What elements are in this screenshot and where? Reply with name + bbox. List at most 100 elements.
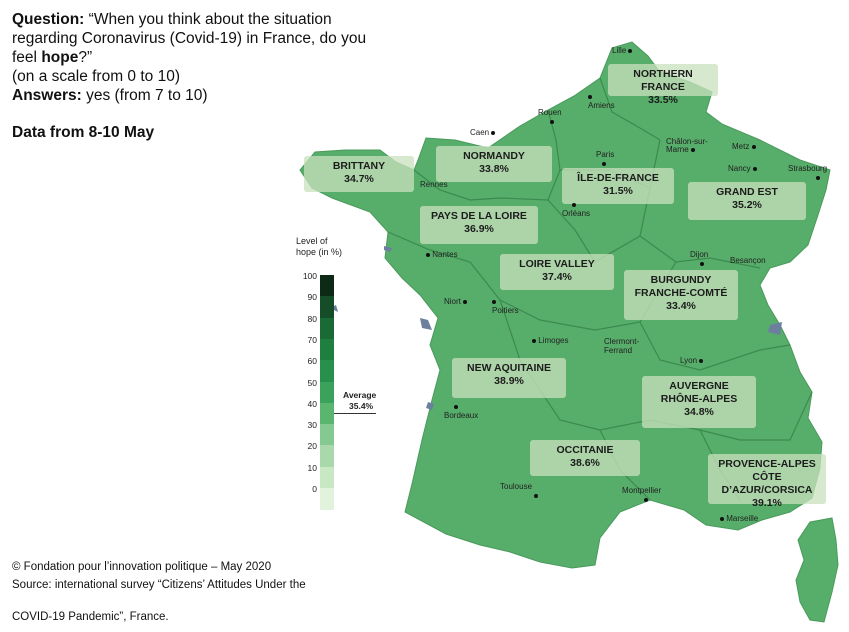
region-new-aquitaine: NEW AQUITAINE 38.9% xyxy=(452,358,566,398)
region-pays-de-la-loire: PAYS DE LA LOIRE 36.9% xyxy=(420,206,538,244)
region-name: NORTHERN FRANCE xyxy=(633,68,693,93)
legend-swatch xyxy=(320,466,334,489)
scale-note: (on a scale from 0 to 10) xyxy=(12,68,180,85)
legend-swatch xyxy=(320,296,334,319)
city-limoges: Limoges xyxy=(532,336,568,345)
legend-tick-label: 0 xyxy=(312,484,317,494)
legend-swatch xyxy=(320,275,334,297)
source-line-cont: COVID-19 Pandemic”, France. xyxy=(12,611,169,623)
legend-tick-label: 100 xyxy=(302,271,317,281)
region-value: 37.4% xyxy=(542,271,572,283)
region-name: BRITTANY xyxy=(332,160,386,172)
region-value: 31.5% xyxy=(603,185,633,197)
legend-tick-label: 10 xyxy=(307,462,317,473)
legend-swatch xyxy=(320,381,334,404)
region-loire-valley: LOIRE VALLEY 37.4% xyxy=(500,254,614,290)
city-lille: Lille xyxy=(612,46,633,55)
region-provence-alpes-cote-dazur-corsica: PROVENCE-ALPES CÔTE D’AZUR/CORSICA 39.1% xyxy=(708,454,826,509)
answers-label: Answers: xyxy=(12,87,82,104)
legend-swatch xyxy=(320,317,334,340)
city-caen: Caen xyxy=(470,128,496,137)
survey-question: Question: “When you think about the situ… xyxy=(12,10,392,105)
question-text-start: “When you think about the situation rega… xyxy=(12,11,367,66)
data-range: Data from 8-10 May xyxy=(12,124,155,141)
legend-average-line xyxy=(334,413,376,414)
legend-swatch xyxy=(320,445,334,468)
region-name-line1: BURGUNDY xyxy=(650,274,712,286)
region-name-line2: FRANCHE-COMTÉ xyxy=(634,287,728,299)
region-auvergne-rhone-alpes: AUVERGNE RHÔNE-ALPES 34.8% xyxy=(642,376,756,428)
city-orleans: Orléans xyxy=(562,200,590,218)
region-name-line1: PROVENCE-ALPES xyxy=(718,458,816,470)
region-northern-france: NORTHERN FRANCE 33.5% xyxy=(608,64,718,106)
region-value: 36.9% xyxy=(464,223,494,235)
question-hope-word: hope xyxy=(41,49,79,66)
region-name: NEW AQUITAINE xyxy=(467,362,551,374)
region-occitanie: OCCITANIE 38.6% xyxy=(530,440,640,476)
region-brittany: BRITTANY 34.7% xyxy=(304,156,414,192)
legend-swatch xyxy=(320,360,334,383)
city-lyon: Lyon xyxy=(680,356,704,365)
city-niort: Niort xyxy=(444,297,468,306)
city-dijon: Dijon xyxy=(690,250,708,268)
legend-title: Level of hope (in %) xyxy=(296,236,342,258)
legend-tick-label: 70 xyxy=(307,334,317,345)
city-metz: Metz xyxy=(732,142,756,151)
city-amiens: Amiens xyxy=(588,92,615,110)
city-rouen: Rouen xyxy=(538,108,562,126)
region-value: 33.5% xyxy=(648,94,678,106)
coastal-water-detail xyxy=(330,246,782,410)
city-clermont-ferrand: Clermont-Ferrand xyxy=(604,337,640,355)
footer: © Fondation pour l’innovation politique … xyxy=(12,558,306,626)
region-name: ÎLE-DE-FRANCE xyxy=(577,172,659,184)
city-bordeaux: Bordeaux xyxy=(444,402,478,420)
region-value: 38.9% xyxy=(494,375,524,387)
city-paris: Paris xyxy=(596,150,614,168)
city-marseille: Marseille xyxy=(720,514,758,523)
city-strasbourg: Strasbourg xyxy=(788,164,827,182)
region-name: LOIRE VALLEY xyxy=(519,258,595,270)
legend-title-line1: Level of xyxy=(296,236,328,246)
region-name-line2: CÔTE D’AZUR/CORSICA xyxy=(721,471,813,496)
legend-average-value: 35.4% xyxy=(349,401,374,411)
corsica-shape xyxy=(795,517,839,623)
city-poitiers: Poitiers xyxy=(492,297,519,315)
city-besancon: Besançon xyxy=(730,256,766,265)
legend-title-line2: hope (in %) xyxy=(296,247,343,257)
region-name-line2: RHÔNE-ALPES xyxy=(660,393,738,405)
region-value: 38.6% xyxy=(570,457,600,469)
question-text-end: ?” xyxy=(78,49,93,66)
legend-tick-label: 20 xyxy=(307,441,317,452)
region-burgundy-franche-comte: BURGUNDY FRANCHE-COMTÉ 33.4% xyxy=(624,270,738,320)
legend-tick-label: 40 xyxy=(307,398,317,409)
legend-tick-label: 60 xyxy=(307,356,317,367)
region-name-line1: AUVERGNE xyxy=(669,380,729,392)
region-value: 33.4% xyxy=(666,300,696,312)
legend-tick-label: 30 xyxy=(307,420,317,431)
city-toulouse: Toulouse xyxy=(500,482,538,500)
legend-swatch xyxy=(320,424,334,447)
region-value: 34.7% xyxy=(344,173,374,185)
legend-swatch xyxy=(320,402,334,425)
city-montpellier: Montpellier xyxy=(622,486,661,504)
legend-swatch xyxy=(320,488,334,510)
region-normandy: NORMANDY 33.8% xyxy=(436,146,552,182)
region-name: PAYS DE LA LOIRE xyxy=(431,210,527,222)
region-grand-est: GRAND EST 35.2% xyxy=(688,182,806,220)
legend-tick-label: 90 xyxy=(307,292,317,303)
mainland-france-shape xyxy=(299,41,831,569)
region-value: 35.2% xyxy=(732,199,762,211)
legend-tick-label: 50 xyxy=(307,377,317,388)
region-name: GRAND EST xyxy=(716,186,778,198)
answers-text: yes (from 7 to 10) xyxy=(81,87,208,104)
source-line: Source: international survey “Citizens’ … xyxy=(12,579,306,591)
legend-swatch xyxy=(320,338,334,361)
question-label: Question: xyxy=(12,11,85,28)
region-name: OCCITANIE xyxy=(556,444,614,456)
city-rennes: Rennes xyxy=(420,180,448,189)
legend-average-label: Average xyxy=(343,390,377,400)
copyright-line: © Fondation pour l’innovation politique … xyxy=(12,561,272,573)
region-value: 34.8% xyxy=(684,406,714,418)
legend-average: Average 35.4% xyxy=(343,390,376,412)
